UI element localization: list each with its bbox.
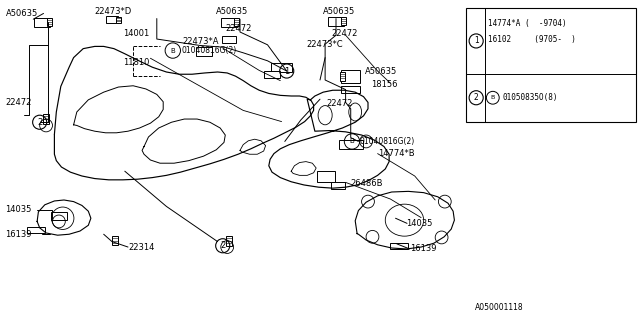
Text: 2: 2 <box>474 93 479 102</box>
Bar <box>328 17 344 26</box>
Bar <box>341 86 360 93</box>
Bar <box>341 70 360 83</box>
Text: 22314: 22314 <box>128 243 154 252</box>
Text: 2: 2 <box>220 241 225 250</box>
Bar <box>196 47 211 56</box>
Bar <box>227 236 232 246</box>
Bar <box>234 18 239 26</box>
Bar <box>116 17 120 23</box>
Text: 18156: 18156 <box>371 80 397 89</box>
Text: 01040816G(2): 01040816G(2) <box>360 137 415 146</box>
Text: 11810: 11810 <box>123 58 149 67</box>
Bar <box>43 114 49 124</box>
Text: B: B <box>349 139 355 144</box>
Bar <box>47 18 52 26</box>
Text: 22472: 22472 <box>225 24 252 33</box>
Text: 14001: 14001 <box>123 29 149 38</box>
Text: 16139: 16139 <box>5 230 31 239</box>
Bar <box>222 36 236 43</box>
Text: A050001118: A050001118 <box>475 303 524 312</box>
Text: 22473*D: 22473*D <box>95 7 132 16</box>
Text: 14774*B: 14774*B <box>378 149 414 158</box>
Text: A50635: A50635 <box>216 7 248 16</box>
Text: B: B <box>170 48 175 53</box>
Text: 1: 1 <box>284 67 289 76</box>
Text: A50635: A50635 <box>365 67 397 76</box>
Text: B: B <box>491 95 495 100</box>
Text: 22472: 22472 <box>326 99 353 108</box>
Bar <box>466 8 636 122</box>
Bar <box>221 18 237 27</box>
Bar <box>106 16 118 23</box>
Bar <box>271 63 292 72</box>
Bar <box>317 171 335 182</box>
Bar <box>341 17 346 25</box>
Text: 22472: 22472 <box>5 98 31 107</box>
Text: 14035: 14035 <box>5 205 31 214</box>
Bar <box>34 18 50 27</box>
Text: 16102     (9705-  ): 16102 (9705- ) <box>488 35 576 44</box>
Bar <box>264 71 280 78</box>
Text: 1: 1 <box>474 36 479 45</box>
Bar <box>331 182 345 189</box>
Text: 01050835O(8): 01050835O(8) <box>502 93 558 102</box>
Bar <box>340 72 345 81</box>
Text: 16139: 16139 <box>410 244 436 253</box>
Text: 22472: 22472 <box>332 29 358 38</box>
Text: 2: 2 <box>37 118 42 127</box>
Text: 14035: 14035 <box>406 219 433 228</box>
Bar <box>339 140 363 149</box>
Text: A50635: A50635 <box>323 7 355 16</box>
Text: 14774*A (  -9704): 14774*A ( -9704) <box>488 19 567 28</box>
Text: 01040816G(2): 01040816G(2) <box>182 46 237 55</box>
Text: 22473*A: 22473*A <box>182 37 219 46</box>
Bar <box>113 236 118 245</box>
Text: 26486B: 26486B <box>351 180 383 188</box>
Text: 22473*C: 22473*C <box>306 40 342 49</box>
Bar <box>390 243 408 249</box>
Bar <box>27 227 45 233</box>
Bar <box>51 212 67 220</box>
Text: A50635: A50635 <box>6 9 38 18</box>
